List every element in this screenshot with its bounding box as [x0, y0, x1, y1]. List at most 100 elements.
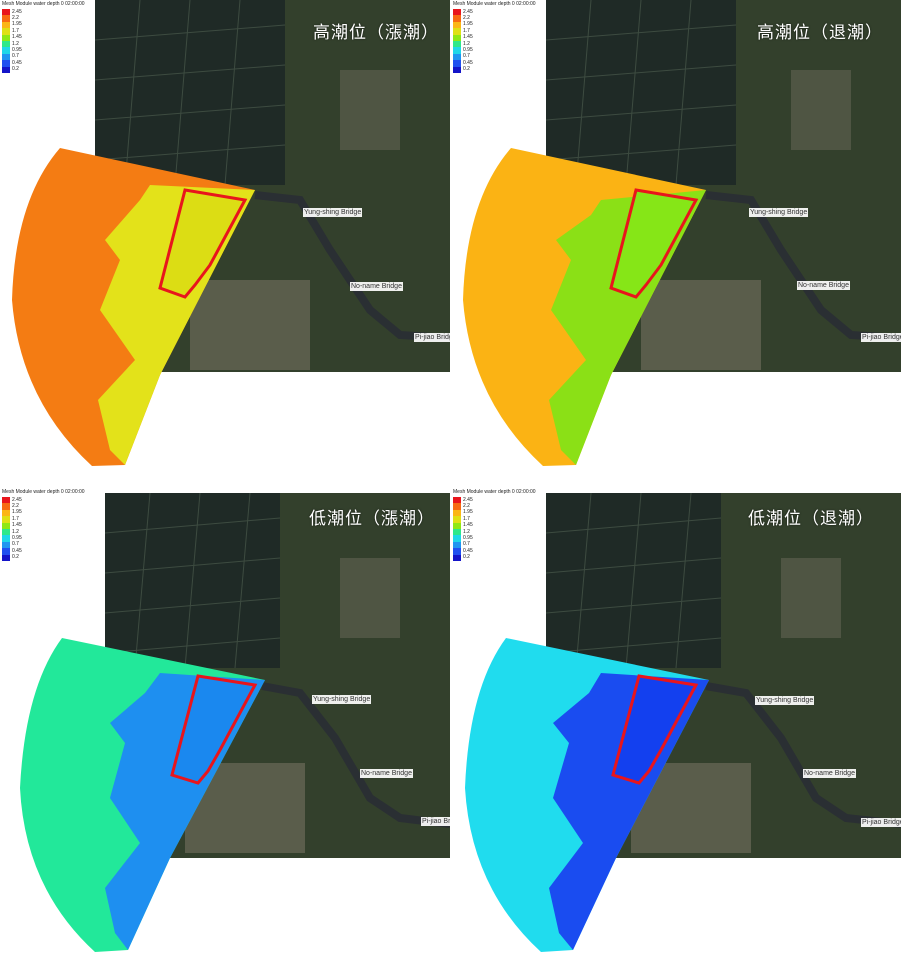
legend-value: 2.2 [12, 15, 19, 22]
legend-value: 1.2 [463, 528, 470, 535]
town [190, 280, 310, 370]
village [340, 70, 400, 150]
legend: Mesh Module water depth 0 02:00:00 2.45 2… [2, 2, 85, 73]
legend-swatch [453, 15, 461, 22]
bridge-label-no-name: No-name Bridge [797, 281, 850, 290]
legend-entry: 0.95 [2, 535, 85, 542]
legend-swatch [2, 15, 10, 22]
legend-entry: 1.95 [2, 21, 85, 29]
legend-swatch [2, 497, 10, 504]
legend-value: 0.95 [12, 535, 22, 542]
town [641, 280, 761, 370]
legend-entry: 0.95 [453, 535, 536, 542]
legend-entry: 2.45 [453, 497, 536, 504]
legend-swatch [453, 47, 461, 54]
legend-swatch [2, 548, 10, 555]
legend-value: 0.95 [463, 47, 473, 54]
fishpond-grid [545, 492, 722, 669]
fishpond-grid [545, 0, 737, 186]
legend-value: 1.2 [12, 528, 19, 535]
legend-swatch [2, 40, 10, 48]
legend-entry: 2.45 [453, 9, 536, 16]
legend-entry: 1.2 [453, 528, 536, 536]
bridge-label-pi-jiao: Pi-jiao Bridge [861, 333, 901, 342]
project-boundary [609, 188, 699, 299]
legend-swatch [453, 516, 461, 523]
legend-swatch [453, 60, 461, 67]
legend-swatch [2, 53, 10, 61]
legend-swatch [453, 541, 461, 549]
legend-entry: 2.2 [2, 503, 85, 510]
legend-entry: 1.2 [2, 40, 85, 48]
legend-entry: 1.7 [453, 27, 536, 35]
legend-value: 0.7 [12, 53, 19, 60]
legend-title: Mesh Module water depth 0 02:00:00 [2, 1, 85, 7]
legend-value: 1.7 [12, 27, 19, 34]
legend-value: 2.2 [463, 15, 470, 22]
legend-entry: 1.95 [453, 509, 536, 517]
project-boundary [158, 188, 248, 299]
legend-value: 1.2 [463, 40, 470, 47]
legend-value: 2.45 [12, 496, 22, 503]
legend-value: 0.2 [463, 554, 470, 561]
legend-entry: 2.45 [2, 496, 85, 504]
legend-swatch [453, 554, 461, 561]
model-domain-nearshore [549, 673, 709, 950]
legend-entry: 2.45 [2, 8, 85, 16]
legend-swatch [2, 28, 10, 35]
legend-swatch [453, 34, 461, 41]
depth-map-svg [463, 0, 901, 466]
legend-value: 1.2 [12, 40, 19, 47]
legend-swatch [2, 9, 10, 16]
legend-swatch [453, 66, 461, 73]
legend-value: 0.7 [12, 541, 19, 548]
legend-value: 2.2 [463, 503, 470, 510]
legend-title: Mesh Module water depth 0 02:00:00 [2, 489, 85, 495]
legend-swatch [2, 541, 10, 549]
bridge-label-pi-jiao: Pi-jiao Bri [421, 817, 450, 826]
legend-swatch [2, 21, 10, 29]
legend-entry: 0.45 [453, 60, 536, 67]
legend-entry: 1.95 [2, 509, 85, 517]
legend-value: 0.2 [463, 66, 470, 73]
fishpond-area [546, 0, 736, 185]
panel-title: 高潮位（退潮） [757, 23, 883, 43]
fishpond-grid [94, 0, 286, 186]
map-panel-low-tide-flood: Mesh Module water depth 0 02:00:00 2.45 2… [0, 488, 450, 955]
legend-entry: 1.7 [2, 516, 85, 523]
legend-swatch [2, 509, 10, 517]
legend-swatch [453, 509, 461, 517]
legend-swatch [2, 66, 10, 73]
bridge-label-no-name: No-name Bridge [803, 769, 856, 778]
legend-value: 0.7 [463, 53, 470, 60]
legend-value: 1.95 [463, 21, 473, 28]
legend-swatch [453, 497, 461, 504]
legend-swatch [2, 34, 10, 41]
panel-title: 低潮位（退潮） [748, 509, 874, 529]
legend-swatch [453, 522, 461, 529]
fishpond-area [95, 0, 285, 185]
legend-entry: 1.45 [453, 522, 536, 529]
legend-entry: 1.7 [453, 515, 536, 523]
legend-value: 0.45 [12, 547, 22, 554]
legend-swatch [453, 528, 461, 536]
bridge-label-no-name: No-name Bridge [360, 769, 413, 778]
legend-value: 1.45 [463, 522, 473, 529]
legend-swatch [453, 548, 461, 555]
canal [705, 191, 901, 342]
legend-swatch [2, 535, 10, 542]
legend-value: 1.7 [463, 27, 470, 34]
legend-value: 0.45 [12, 59, 22, 66]
legend-title: Mesh Module water depth 0 02:00:00 [453, 489, 536, 495]
map-panel-high-tide-ebb: Mesh Module water depth 0 02:00:00 2.45 2… [451, 0, 901, 478]
legend-entry: 0.2 [453, 66, 536, 73]
legend-entry: 0.2 [2, 66, 85, 73]
bridge-label-no-name: No-name Bridge [350, 282, 403, 291]
legend-entry: 1.45 [453, 34, 536, 41]
legend-entry: 1.2 [2, 528, 85, 536]
model-domain-nearshore [549, 190, 706, 465]
legend-value: 1.7 [463, 515, 470, 522]
legend-entry: 1.2 [453, 40, 536, 48]
village [340, 558, 400, 638]
legend-value: 2.45 [12, 8, 22, 15]
